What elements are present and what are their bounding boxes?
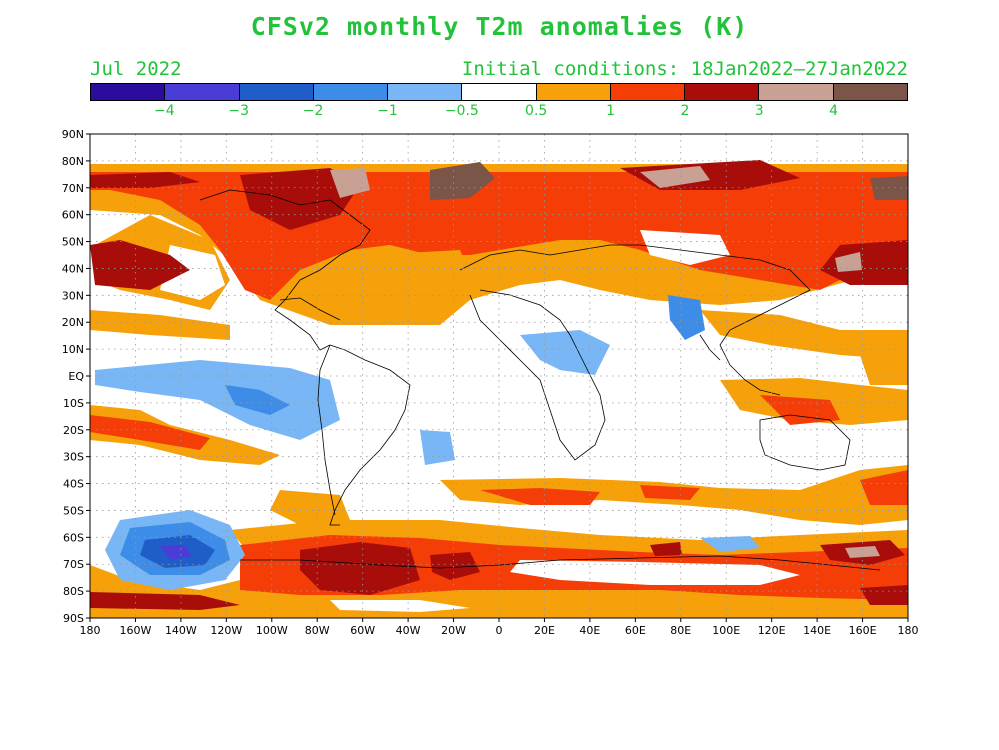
colorbar-label: −4 bbox=[154, 103, 175, 119]
lat-label: EQ bbox=[68, 370, 84, 383]
colorbar-segment bbox=[388, 84, 463, 100]
lat-label: 10N bbox=[62, 343, 84, 356]
lat-label: 10S bbox=[63, 397, 84, 410]
forecast-month: Jul 2022 bbox=[90, 58, 182, 80]
colorbar-label: −0.5 bbox=[444, 103, 479, 119]
colorbar-label: 2 bbox=[680, 103, 690, 119]
lon-label: 40W bbox=[396, 624, 421, 637]
colorbar bbox=[90, 83, 908, 101]
lon-label: 160W bbox=[120, 624, 152, 637]
lat-label: 60N bbox=[62, 209, 84, 222]
map-ticks: 90N 80N 70N 60N 50N 40N 30N 20N 10N EQ 10S 20S 30S 40… bbox=[62, 128, 919, 637]
colorbar-segment bbox=[833, 84, 907, 100]
lon-label: 140W bbox=[165, 624, 197, 637]
colorbar-label: −1 bbox=[377, 103, 398, 119]
initial-conditions: Initial conditions: 18Jan2022–27Jan2022 bbox=[461, 58, 908, 80]
lon-label: 120W bbox=[210, 624, 242, 637]
lon-label: 20E bbox=[534, 624, 555, 637]
colorbar-labels: −4 −3 −2 −1 −0.5 0.5 1 2 3 4 bbox=[90, 103, 908, 123]
lat-label: 60S bbox=[63, 531, 84, 544]
lat-label: 40S bbox=[63, 478, 84, 491]
lat-label: 30N bbox=[62, 289, 84, 302]
lat-label: 20N bbox=[62, 316, 84, 329]
colorbar-segment bbox=[313, 84, 389, 100]
lon-label: 80E bbox=[670, 624, 691, 637]
lat-label: 80N bbox=[62, 155, 84, 168]
colorbar-segment bbox=[759, 84, 834, 100]
colorbar-segment bbox=[165, 84, 240, 100]
colorbar-label: 0.5 bbox=[525, 103, 548, 119]
lon-label: 60E bbox=[625, 624, 646, 637]
colorbar-label: −3 bbox=[228, 103, 250, 119]
colorbar-segment bbox=[239, 84, 314, 100]
lon-label: 100E bbox=[712, 624, 740, 637]
colorbar-segment bbox=[536, 84, 611, 100]
lat-label: 50N bbox=[62, 236, 84, 249]
colorbar-label: 3 bbox=[754, 103, 764, 119]
graticule bbox=[90, 134, 908, 618]
lat-label: 90S bbox=[63, 612, 84, 625]
coastlines bbox=[199, 189, 881, 571]
lat-label: 20S bbox=[63, 424, 84, 437]
lon-label: 180 bbox=[898, 624, 919, 637]
lat-label: 40N bbox=[62, 262, 84, 275]
colorbar-label: 4 bbox=[829, 103, 839, 119]
lon-label: 100W bbox=[256, 624, 288, 637]
lon-label: 80W bbox=[305, 624, 330, 637]
colorbar-segment bbox=[610, 84, 686, 100]
lon-label: 40E bbox=[579, 624, 600, 637]
colorbar-label: 1 bbox=[606, 103, 615, 119]
colorbar-segment bbox=[91, 84, 166, 100]
colorbar-label: −2 bbox=[302, 103, 324, 119]
map-title: CFSv2 monthly T2m anomalies (K) bbox=[250, 12, 749, 41]
colorbar-segment bbox=[462, 84, 537, 100]
lon-label: 120E bbox=[758, 624, 786, 637]
lat-label: 70S bbox=[63, 558, 84, 571]
lon-label: 0 bbox=[496, 624, 503, 637]
lat-label: 50S bbox=[63, 504, 84, 517]
lon-label: 20W bbox=[441, 624, 466, 637]
lat-label: 90N bbox=[62, 128, 84, 141]
lat-label: 80S bbox=[63, 585, 84, 598]
lat-label: 70N bbox=[62, 182, 84, 195]
lon-label: 180 bbox=[80, 624, 101, 637]
lon-label: 160E bbox=[849, 624, 877, 637]
colorbar-segment bbox=[685, 84, 760, 100]
lon-label: 140E bbox=[803, 624, 831, 637]
lon-label: 60W bbox=[350, 624, 375, 637]
lat-label: 30S bbox=[63, 451, 84, 464]
map-field bbox=[90, 134, 908, 618]
